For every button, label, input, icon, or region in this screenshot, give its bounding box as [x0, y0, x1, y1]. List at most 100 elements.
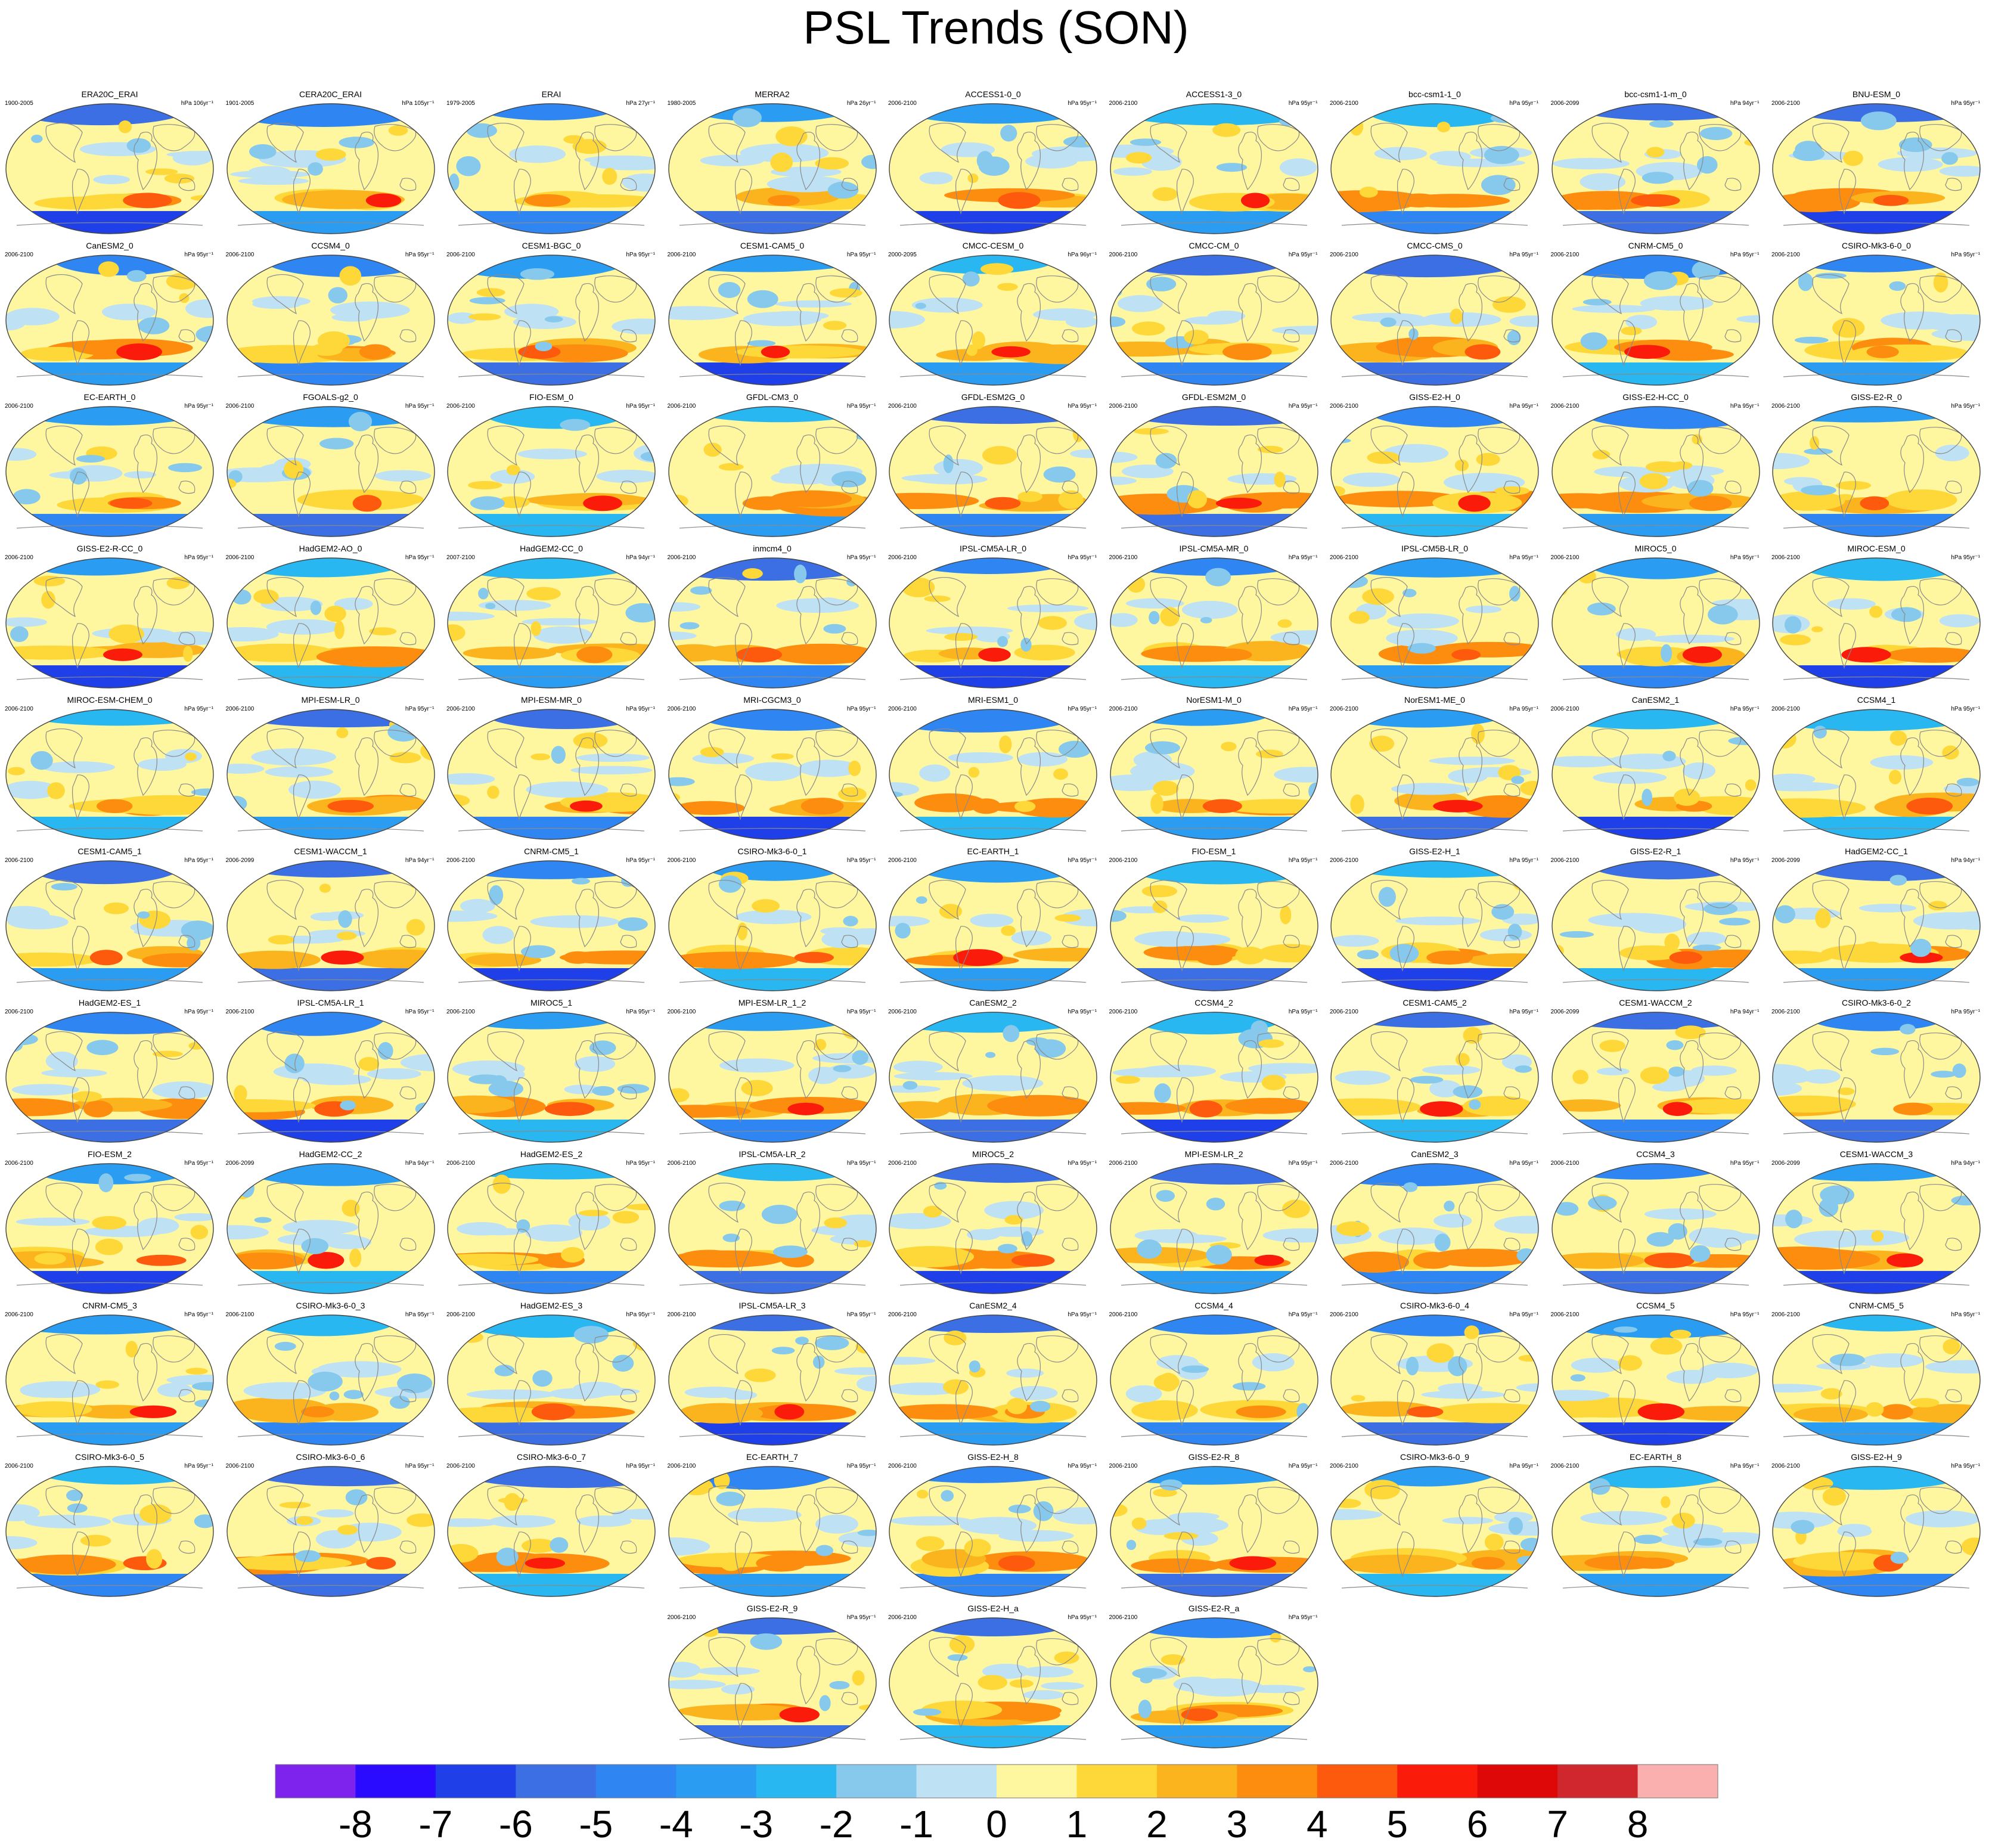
- map-panel: IPSL-CM5A-LR_2 2006-2100 hPa 95yr⁻¹: [665, 1149, 880, 1298]
- panel-period: 2006-2100: [888, 554, 917, 561]
- panel-period: 2006-2099: [1771, 1160, 1800, 1167]
- map-panel: FIO-ESM_0 2006-2100 hPa 95yr⁻¹: [444, 392, 659, 541]
- panel-units: hPa 95yr⁻¹: [1730, 706, 1760, 712]
- panel-title: CESM1-WACCM_2: [1619, 998, 1692, 1007]
- panel-title: CCSM4_2: [1194, 998, 1233, 1007]
- trend-map: [5, 1466, 214, 1597]
- panel-units: hPa 95yr⁻¹: [1730, 1311, 1760, 1318]
- panel-period: 2006-2100: [888, 1311, 917, 1318]
- map-panel: CanESM2_3 2006-2100 hPa 95yr⁻¹: [1327, 1149, 1542, 1298]
- map-panel: NorESM1-ME_0 2006-2100 hPa 95yr⁻¹: [1327, 695, 1542, 844]
- panel-title: MPI-ESM-LR_2: [1184, 1149, 1243, 1159]
- panel-period: 2006-2100: [1550, 706, 1580, 712]
- panel-title: CNRM-CM5_5: [1849, 1301, 1904, 1310]
- panel-units: hPa 95yr⁻¹: [405, 706, 435, 712]
- panel-period: 2006-2100: [1771, 706, 1800, 712]
- panel-units: hPa 95yr⁻¹: [846, 1311, 876, 1318]
- panel-period: 2006-2100: [888, 857, 917, 864]
- map-panel: MIROC5_0 2006-2100 hPa 95yr⁻¹: [1549, 544, 1763, 693]
- trend-map: [447, 103, 656, 234]
- map-panel: CESM1-BGC_0 2006-2100 hPa 95yr⁻¹: [444, 241, 659, 390]
- trend-map: [5, 1163, 214, 1294]
- trend-map: [1109, 1466, 1318, 1597]
- coastlines: [1121, 1636, 1307, 1740]
- panel-units: hPa 95yr⁻¹: [1288, 1614, 1318, 1621]
- trend-map: [1551, 103, 1760, 234]
- panel-units: hPa 95yr⁻¹: [846, 403, 876, 410]
- panel-period: 2006-2100: [1330, 1160, 1358, 1167]
- map-panel: EC-EARTH_0 2006-2100 hPa 95yr⁻¹: [2, 392, 217, 541]
- panel-period: 2006-2100: [1771, 554, 1800, 561]
- panel-units: hPa 95yr⁻¹: [1288, 100, 1318, 107]
- panel-units: hPa 94yr⁻¹: [405, 857, 435, 864]
- trend-map: [1109, 860, 1318, 991]
- map-panel: CESM1-WACCM_3 2006-2099 hPa 94yr⁻¹: [1769, 1149, 1984, 1298]
- colorbar-swatch: [1076, 1765, 1158, 1798]
- panel-title: GISS-E2-R_0: [1851, 392, 1902, 402]
- trend-map: [668, 709, 877, 840]
- panel-units: hPa 94yr⁻¹: [1951, 1160, 1980, 1167]
- map-panel: CESM1-CAM5_0 2006-2100 hPa 95yr⁻¹: [665, 241, 880, 390]
- trend-map: [226, 1012, 435, 1143]
- map-panel: CSIRO-Mk3-6-0_5 2006-2100 hPa 95yr⁻¹: [2, 1452, 217, 1601]
- coastlines: [899, 1031, 1087, 1134]
- panel-period: 2006-2100: [5, 252, 33, 258]
- trend-map: [1109, 103, 1318, 234]
- coastlines: [1121, 879, 1307, 983]
- panel-title: GISS-E2-R_1: [1630, 847, 1681, 856]
- trend-map: [668, 557, 877, 689]
- coastlines: [1562, 1334, 1749, 1437]
- coastlines: [16, 728, 203, 832]
- panel-units: hPa 95yr⁻¹: [1951, 1009, 1980, 1015]
- coastlines: [237, 1334, 424, 1437]
- panel-period: 2006-2100: [667, 706, 696, 712]
- panel-units: hPa 95yr⁻¹: [405, 252, 435, 258]
- map-panel: FIO-ESM_1 2006-2100 hPa 95yr⁻¹: [1107, 847, 1321, 996]
- panel-units: hPa 105yr⁻¹: [402, 100, 435, 107]
- map-panel: NorESM1-M_0 2006-2100 hPa 95yr⁻¹: [1107, 695, 1321, 844]
- panel-units: hPa 95yr⁻¹: [184, 1311, 213, 1318]
- panel-units: hPa 95yr⁻¹: [1288, 857, 1318, 864]
- panel-title: MPI-ESM-LR_1_2: [738, 998, 806, 1007]
- panel-units: hPa 95yr⁻¹: [846, 1160, 876, 1167]
- colorbar-tick-label: 4: [1307, 1803, 1328, 1842]
- coastlines: [16, 1182, 203, 1286]
- panel-title: GISS-E2-H_1: [1409, 847, 1460, 856]
- trend-map: [668, 1617, 877, 1748]
- panel-units: hPa 95yr⁻¹: [1951, 1311, 1980, 1318]
- coastlines: [899, 425, 1087, 529]
- coastlines: [1121, 1334, 1307, 1437]
- trend-map: [1330, 1466, 1539, 1597]
- panel-units: hPa 95yr⁻¹: [184, 1009, 213, 1015]
- map-panel: CSIRO-Mk3-6-0_6 2006-2100 hPa 95yr⁻¹: [224, 1452, 438, 1601]
- trend-map: [1551, 709, 1760, 840]
- panel-period: 2006-2100: [5, 403, 33, 410]
- panel-period: 2006-2100: [1771, 100, 1800, 107]
- panel-title: IPSL-CM5A-MR_0: [1179, 544, 1249, 553]
- colorbar-tick-label: -4: [659, 1803, 693, 1842]
- trend-map: [668, 255, 877, 386]
- panel-title: CanESM2_0: [86, 241, 134, 250]
- panel-title: HadGEM2-ES_3: [520, 1301, 583, 1310]
- trend-map: [447, 1012, 656, 1143]
- coastlines: [679, 1182, 865, 1286]
- coastlines: [1121, 122, 1307, 226]
- map-panel: CSIRO-Mk3-6-0_9 2006-2100 hPa 95yr⁻¹: [1327, 1452, 1542, 1601]
- panel-units: hPa 95yr⁻¹: [626, 857, 655, 864]
- coastlines: [679, 425, 865, 529]
- coastlines: [899, 728, 1087, 832]
- panel-units: hPa 95yr⁻¹: [184, 1160, 213, 1167]
- panel-title: BNU-ESM_0: [1852, 89, 1901, 99]
- coastlines: [16, 576, 203, 680]
- coastlines: [1121, 576, 1307, 680]
- coastlines: [16, 879, 203, 983]
- panel-units: hPa 95yr⁻¹: [184, 403, 213, 410]
- trend-map: [1551, 1466, 1760, 1597]
- panel-units: hPa 95yr⁻¹: [1509, 857, 1538, 864]
- panel-units: hPa 95yr⁻¹: [1951, 554, 1980, 561]
- trend-map: [1772, 1466, 1981, 1597]
- panel-units: hPa 95yr⁻¹: [184, 1463, 213, 1469]
- panel-period: 2006-2100: [1330, 100, 1358, 107]
- coastlines: [679, 1636, 865, 1740]
- trend-map: [1772, 406, 1981, 537]
